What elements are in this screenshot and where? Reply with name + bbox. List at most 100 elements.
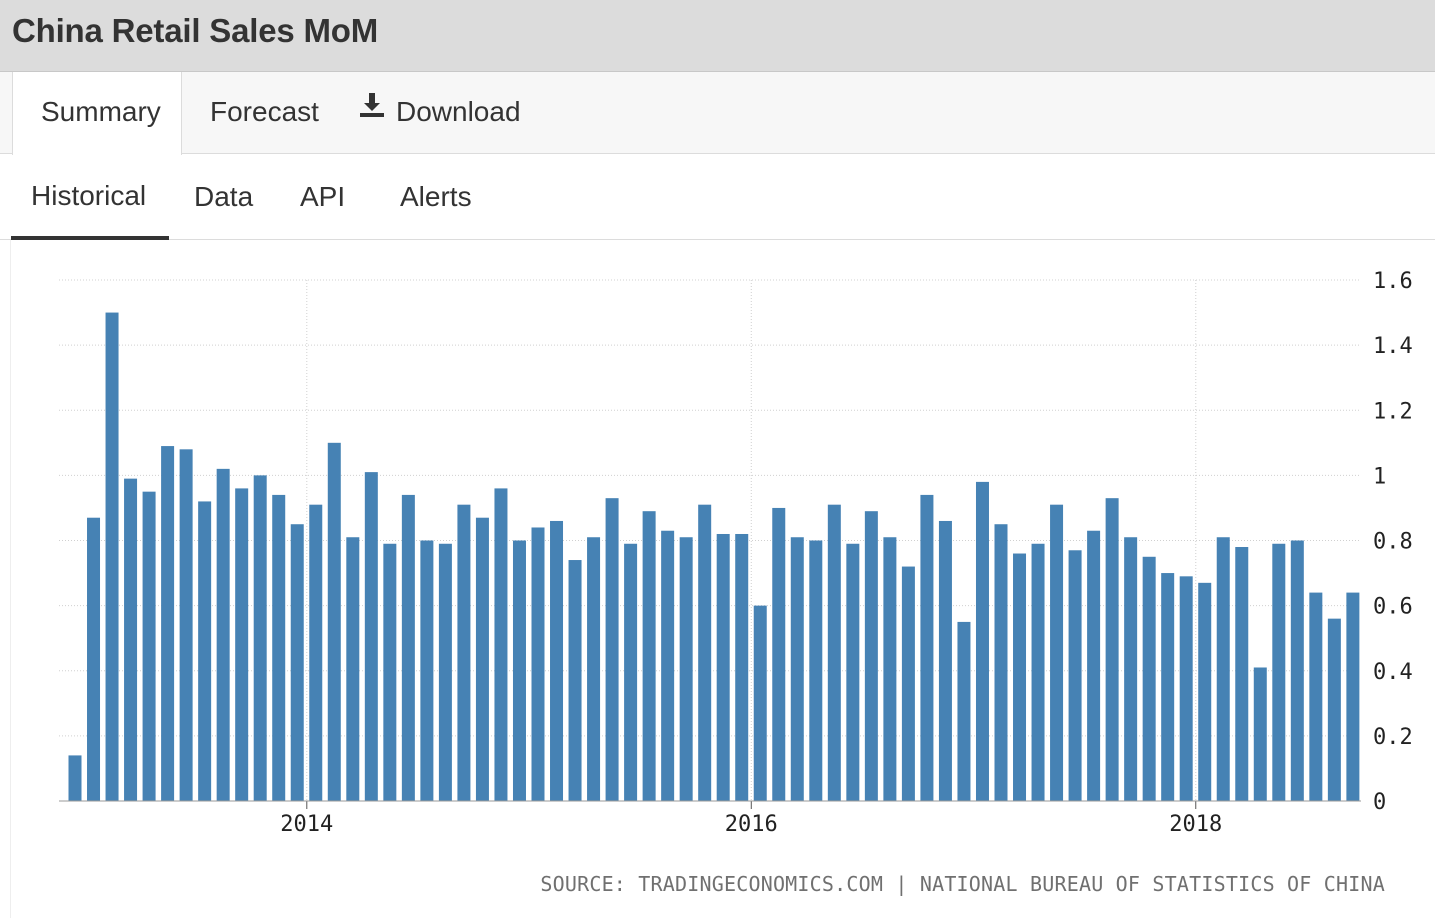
tab-alerts-label: Alerts [400, 181, 472, 212]
y-tick-label: 1.4 [1373, 334, 1413, 359]
bar[interactable] [661, 530, 675, 801]
bar[interactable] [216, 468, 230, 801]
bar[interactable] [309, 504, 323, 801]
tab-summary-label: Summary [41, 96, 161, 127]
y-tick-label: 1.2 [1373, 399, 1413, 424]
bar[interactable] [1346, 592, 1360, 801]
bar[interactable] [809, 540, 823, 802]
x-tick-label: 2018 [1169, 812, 1222, 837]
bar[interactable] [253, 475, 267, 802]
tab-historical[interactable]: Historical [11, 154, 169, 240]
bar[interactable] [587, 537, 601, 801]
y-tick-label: 0 [1373, 790, 1386, 815]
tab-download-label: Download [396, 96, 521, 127]
bar[interactable] [68, 755, 82, 801]
bar[interactable] [142, 491, 156, 801]
bar[interactable] [105, 312, 119, 801]
bar[interactable] [420, 540, 434, 802]
bar[interactable] [364, 472, 378, 801]
bar[interactable] [1142, 556, 1156, 801]
title-bar: China Retail Sales MoM [0, 0, 1435, 72]
bar[interactable] [1290, 540, 1304, 802]
bar[interactable] [790, 537, 804, 801]
bar[interactable] [938, 520, 952, 801]
bar[interactable] [457, 504, 471, 801]
bar[interactable] [901, 566, 915, 801]
bar[interactable] [1327, 618, 1341, 801]
bar[interactable] [401, 494, 415, 801]
tab-forecast-label: Forecast [210, 96, 319, 127]
bar[interactable] [494, 488, 508, 801]
bar[interactable] [679, 537, 693, 801]
bar[interactable] [1235, 547, 1249, 801]
bar[interactable] [1179, 576, 1193, 801]
bar[interactable] [327, 442, 341, 801]
bar[interactable] [531, 527, 545, 801]
bar[interactable] [235, 488, 249, 801]
download-icon [358, 70, 386, 150]
tab-api[interactable]: API [300, 154, 345, 240]
x-tick-label: 2014 [280, 812, 333, 837]
bar[interactable] [438, 543, 452, 801]
bar[interactable] [346, 537, 360, 801]
bar[interactable] [161, 446, 175, 801]
bar[interactable] [753, 605, 767, 802]
chart-panel: 0 0.2 0.4 0.6 0.8 1 1.2 1.4 1.6 2014 2016 2018 [10, 240, 1435, 918]
bar[interactable] [87, 517, 101, 801]
tab-summary[interactable]: Summary [12, 72, 182, 155]
bar[interactable] [1272, 543, 1286, 801]
source-credit: SOURCE: TRADINGECONOMICS.COM | NATIONAL … [540, 872, 1385, 896]
bar[interactable] [1013, 553, 1027, 801]
bar[interactable] [1124, 537, 1138, 801]
bar[interactable] [735, 533, 749, 801]
tab-download[interactable]: Download [358, 72, 521, 154]
bar[interactable] [864, 511, 878, 801]
bar[interactable] [1161, 573, 1175, 801]
bar[interactable] [198, 501, 212, 801]
tab-alerts[interactable]: Alerts [400, 154, 472, 240]
bar[interactable] [975, 481, 989, 801]
tab-forecast[interactable]: Forecast [210, 72, 319, 154]
bar[interactable] [550, 520, 564, 801]
bar[interactable] [642, 511, 656, 801]
bar[interactable] [568, 560, 582, 801]
y-tick-label: 0.8 [1373, 530, 1413, 555]
bar[interactable] [994, 524, 1008, 801]
bar[interactable] [475, 517, 489, 801]
bar[interactable] [1105, 498, 1119, 801]
bar[interactable] [920, 494, 934, 801]
tab-data[interactable]: Data [194, 154, 253, 240]
bar[interactable] [883, 537, 897, 801]
bar[interactable] [1253, 667, 1267, 801]
tab-historical-label: Historical [31, 180, 147, 211]
bar[interactable] [512, 540, 526, 802]
bar[interactable] [772, 507, 786, 801]
y-tick-label: 1.6 [1373, 269, 1413, 294]
secondary-tab-bar: Historical Data API Alerts [0, 154, 1435, 240]
bar[interactable] [605, 498, 619, 801]
bar[interactable] [716, 533, 730, 801]
bar[interactable] [383, 543, 397, 801]
bar[interactable] [272, 494, 286, 801]
page-title: China Retail Sales MoM [12, 12, 379, 49]
bar[interactable] [846, 543, 860, 801]
bar[interactable] [1031, 543, 1045, 801]
y-tick-label: 1 [1373, 464, 1386, 489]
bar[interactable] [624, 543, 638, 801]
bar[interactable] [1087, 530, 1101, 801]
bar[interactable] [957, 621, 971, 801]
bar[interactable] [179, 449, 193, 801]
bar[interactable] [1309, 592, 1323, 801]
bar[interactable] [827, 504, 841, 801]
bar[interactable] [1050, 504, 1064, 801]
bar[interactable] [1068, 550, 1082, 801]
bar[interactable] [1216, 537, 1230, 801]
bar[interactable] [1198, 582, 1212, 801]
bar[interactable] [290, 524, 304, 801]
bar[interactable] [698, 504, 712, 801]
bar[interactable] [124, 478, 138, 801]
y-tick-label: 0.2 [1373, 725, 1413, 750]
primary-tab-bar: Summary Forecast Download [0, 72, 1435, 155]
y-tick-label: 0.6 [1373, 595, 1413, 620]
